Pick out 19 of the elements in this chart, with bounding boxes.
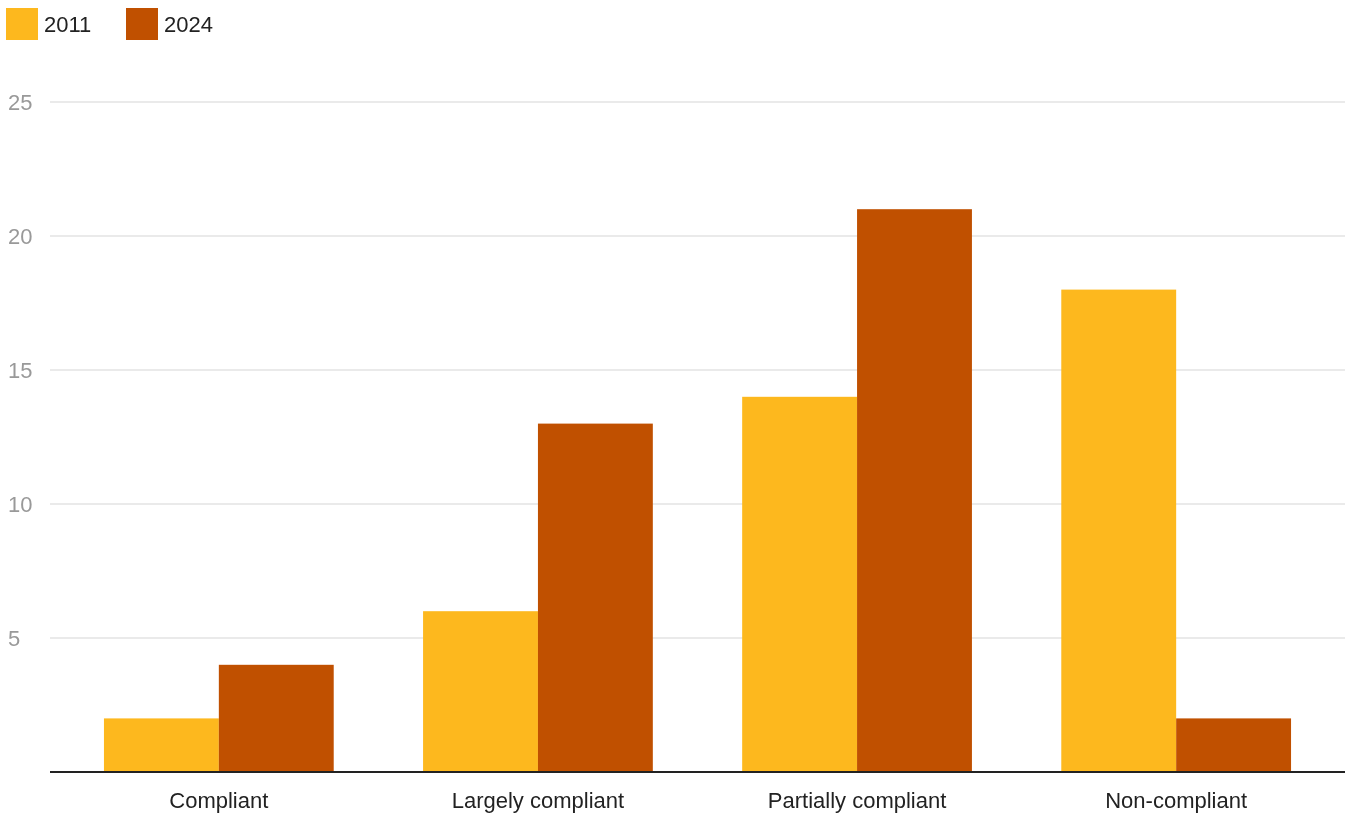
bar (1061, 289, 1177, 772)
y-tick-label: 10 (8, 491, 33, 517)
y-tick-label: 15 (8, 357, 33, 383)
x-tick-label: Compliant (169, 788, 269, 813)
bar (423, 611, 538, 772)
bar (1176, 718, 1292, 772)
bar (742, 396, 858, 772)
legend-label: 2024 (164, 11, 213, 37)
bar (218, 664, 334, 772)
bar (103, 718, 219, 772)
y-tick-label: 20 (8, 223, 33, 249)
y-tick-label: 25 (8, 89, 33, 115)
bar (537, 423, 653, 772)
x-tick-label: Largely compliant (451, 788, 625, 813)
x-tick-label: Non-compliant (1105, 788, 1248, 813)
bar (857, 209, 972, 772)
legend-label: 2011 (44, 11, 92, 37)
x-tick-label: Partially compliant (767, 788, 947, 813)
y-tick-label: 5 (8, 625, 21, 651)
